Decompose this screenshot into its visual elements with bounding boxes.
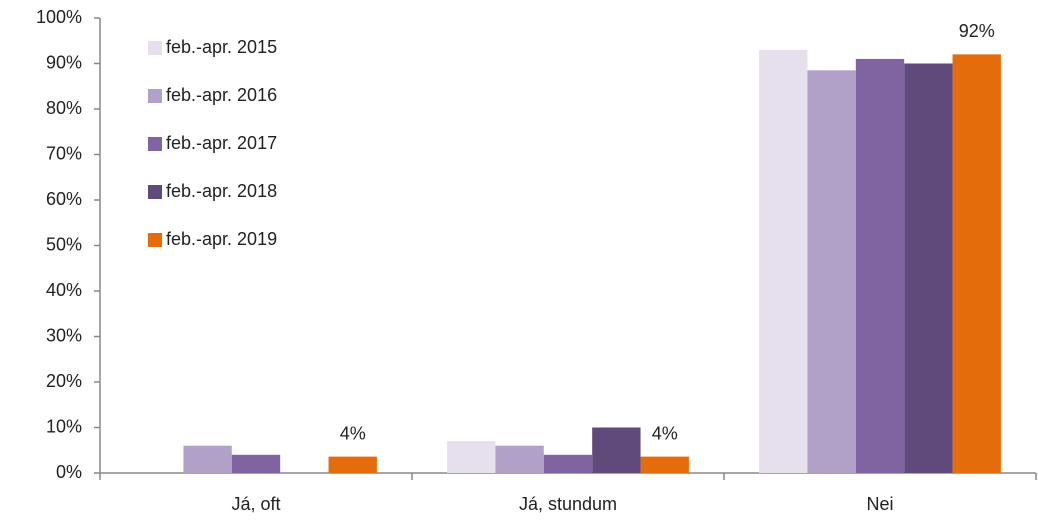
bar: [759, 49, 808, 473]
y-tick-label: 0%: [56, 462, 82, 482]
bar: [807, 70, 856, 473]
bar: [231, 454, 281, 473]
y-tick-label: 50%: [46, 234, 82, 254]
y-tick-label: 80%: [46, 98, 82, 118]
legend-swatch: [148, 89, 162, 103]
bar: [952, 54, 1001, 474]
bar: [495, 445, 544, 473]
legend-swatch: [148, 233, 162, 247]
bar: [447, 441, 496, 473]
bar: [543, 454, 593, 473]
legend-label: feb.-apr. 2015: [166, 37, 277, 57]
legend-swatch: [148, 185, 162, 199]
y-tick-label: 90%: [46, 52, 82, 72]
bar: [904, 63, 953, 473]
y-tick-label: 70%: [46, 143, 82, 163]
bar: [855, 58, 905, 473]
y-tick-label: 40%: [46, 280, 82, 300]
value-label: 4%: [652, 423, 678, 443]
legend-label: feb.-apr. 2016: [166, 85, 277, 105]
y-tick-label: 60%: [46, 189, 82, 209]
legend-label: feb.-apr. 2019: [166, 229, 277, 249]
legend-label: feb.-apr. 2018: [166, 181, 277, 201]
y-tick-label: 100%: [36, 7, 82, 27]
legend-label: feb.-apr. 2017: [166, 133, 277, 153]
y-tick-label: 20%: [46, 371, 82, 391]
bar: [640, 456, 689, 473]
legend-swatch: [148, 41, 162, 55]
value-label: 92%: [959, 21, 995, 41]
y-tick-label: 30%: [46, 325, 82, 345]
x-tick-label: Já, stundum: [519, 494, 617, 514]
value-label: 4%: [340, 423, 366, 443]
bar: [183, 445, 232, 473]
y-tick-label: 10%: [46, 416, 82, 436]
x-tick-label: Nei: [866, 494, 893, 514]
legend-swatch: [148, 137, 162, 151]
x-tick-label: Já, oft: [231, 494, 280, 514]
bar: [328, 456, 377, 473]
bar: [592, 427, 641, 473]
